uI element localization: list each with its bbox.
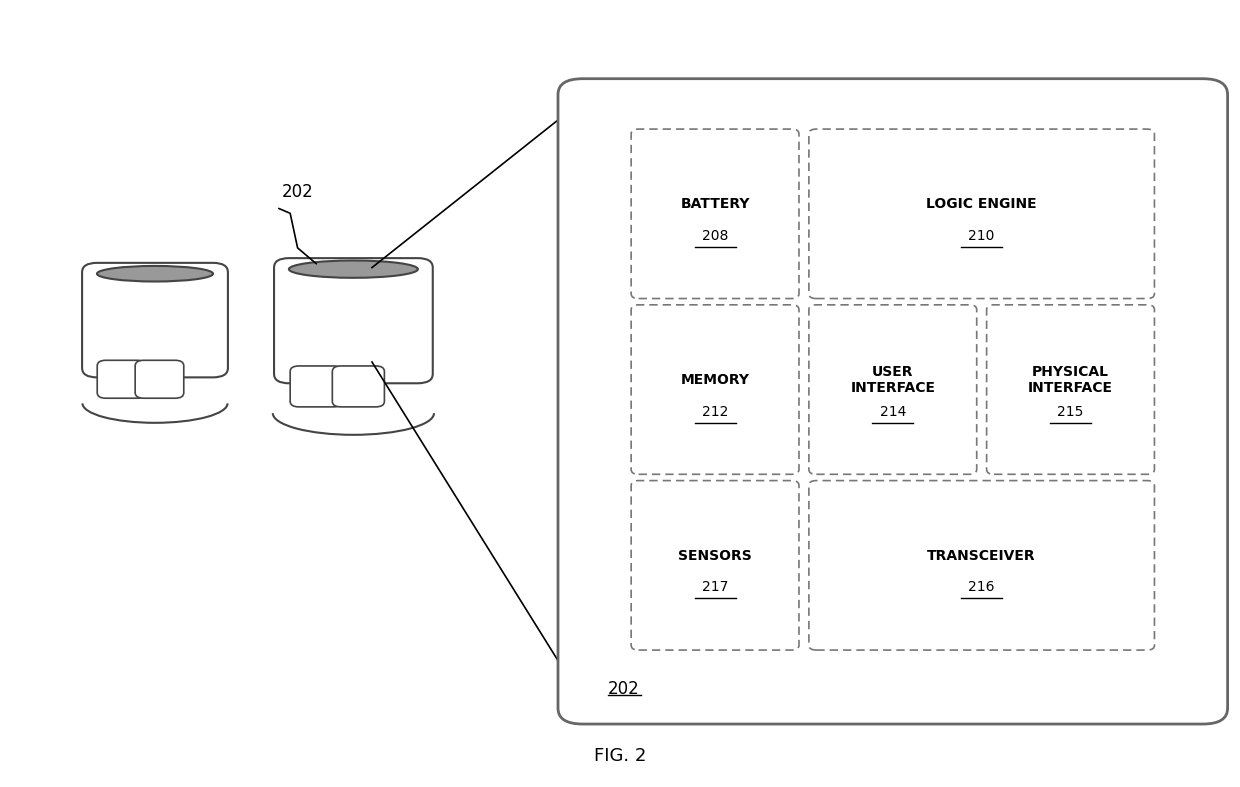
FancyBboxPatch shape — [274, 258, 433, 383]
Text: LOGIC ENGINE: LOGIC ENGINE — [926, 198, 1037, 212]
FancyBboxPatch shape — [808, 481, 1154, 650]
FancyBboxPatch shape — [808, 305, 977, 475]
Text: 217: 217 — [702, 580, 728, 594]
FancyBboxPatch shape — [987, 305, 1154, 475]
FancyBboxPatch shape — [631, 481, 799, 650]
Text: 210: 210 — [968, 229, 994, 243]
Text: 202: 202 — [608, 680, 640, 697]
Text: USER
INTERFACE: USER INTERFACE — [851, 365, 935, 395]
Text: TRANSCEIVER: TRANSCEIVER — [928, 549, 1035, 563]
Text: 214: 214 — [879, 405, 906, 419]
Text: BATTERY: BATTERY — [681, 198, 750, 212]
Text: PHYSICAL
INTERFACE: PHYSICAL INTERFACE — [1028, 365, 1114, 395]
Text: 212: 212 — [702, 405, 728, 419]
FancyBboxPatch shape — [558, 79, 1228, 724]
Ellipse shape — [97, 266, 213, 282]
Text: 202: 202 — [281, 183, 314, 201]
FancyBboxPatch shape — [631, 129, 799, 298]
Text: FIG. 2: FIG. 2 — [594, 747, 646, 764]
FancyBboxPatch shape — [631, 305, 799, 475]
Text: MEMORY: MEMORY — [681, 373, 749, 387]
Text: SENSORS: SENSORS — [678, 549, 751, 563]
FancyBboxPatch shape — [97, 360, 146, 398]
Ellipse shape — [289, 260, 418, 278]
FancyBboxPatch shape — [332, 366, 384, 407]
FancyBboxPatch shape — [290, 366, 342, 407]
Text: 215: 215 — [1058, 405, 1084, 419]
Text: 216: 216 — [968, 580, 994, 594]
Text: 208: 208 — [702, 229, 728, 243]
FancyBboxPatch shape — [808, 129, 1154, 298]
FancyBboxPatch shape — [135, 360, 184, 398]
FancyBboxPatch shape — [82, 263, 228, 378]
